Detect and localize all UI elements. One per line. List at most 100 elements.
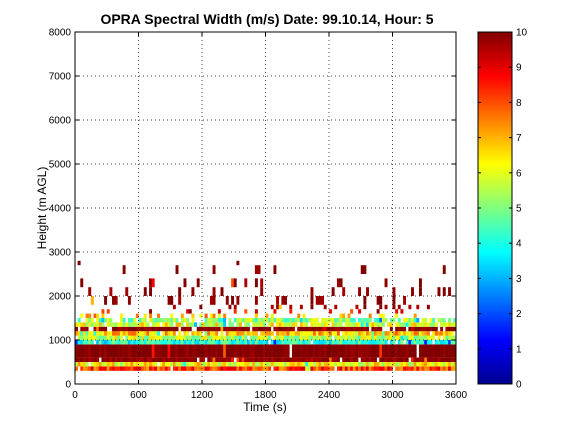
heatmap-cell [426, 366, 430, 371]
heatmap-cell [450, 366, 454, 371]
heatmap-cell [180, 357, 184, 362]
heatmap-cell [244, 322, 248, 327]
heatmap-cell [223, 318, 227, 323]
heatmap-cell [307, 340, 311, 345]
heatmap-cell [453, 344, 457, 358]
heatmap-cell [104, 318, 108, 323]
heatmap-cell [217, 362, 221, 367]
heatmap-cell [347, 366, 351, 371]
heatmap-cell [162, 366, 166, 371]
heatmap-cell [379, 326, 383, 332]
heatmap-cell [278, 357, 282, 362]
heatmap-cell [175, 362, 179, 367]
heatmap-cell [368, 357, 372, 362]
heatmap-cell [450, 322, 454, 327]
heatmap-cell [307, 362, 311, 367]
heatmap-cell [432, 344, 436, 358]
heatmap-cell [310, 357, 314, 362]
heatmap-cell [403, 344, 407, 358]
heatmap-cell [387, 357, 391, 362]
heatmap-cell [85, 335, 89, 340]
heatmap-cell [344, 344, 348, 358]
heatmap-cell [77, 357, 81, 362]
heatmap-cell [104, 340, 108, 345]
heatmap-cell [358, 335, 362, 340]
heatmap-cell [291, 318, 295, 323]
heatmap-cell [355, 322, 359, 327]
heatmap-cell [315, 318, 319, 323]
heatmap-cell [418, 287, 422, 296]
heatmap-cell [138, 362, 142, 367]
heatmap-cell [199, 340, 203, 345]
heatmap-cell [413, 340, 417, 345]
heatmap-cell [373, 366, 377, 371]
heatmap-cell [426, 304, 430, 310]
heatmap-cell [434, 366, 438, 371]
heatmap-cell [339, 318, 343, 323]
heatmap-cell [376, 326, 380, 332]
heatmap-cell [143, 366, 147, 371]
heatmap-cell [127, 318, 131, 323]
heatmap-cell [453, 322, 457, 327]
heatmap-cell [281, 362, 285, 367]
heatmap-cell [360, 322, 364, 327]
heatmap-cell [397, 326, 401, 332]
heatmap-cell [344, 335, 348, 340]
heatmap-cell [350, 326, 354, 332]
heatmap-cell [437, 366, 441, 371]
heatmap-cell [281, 335, 285, 340]
heatmap-cell [239, 362, 242, 367]
heatmap-cell [331, 362, 335, 367]
heatmap-cell [342, 357, 346, 362]
heatmap-cell [75, 366, 78, 371]
heatmap-cell [154, 326, 158, 332]
heatmap-cell [217, 366, 221, 371]
heatmap-cell [249, 344, 253, 358]
heatmap-cell [281, 366, 285, 371]
heatmap-cell [307, 357, 311, 362]
heatmap-cell [244, 331, 248, 336]
heatmap-cell [114, 335, 118, 340]
heatmap-cell [371, 340, 375, 345]
heatmap-cell [138, 318, 142, 323]
heatmap-cell [363, 344, 367, 358]
heatmap-cell [413, 357, 417, 362]
heatmap-cell [323, 344, 327, 358]
heatmap-cell [170, 322, 174, 327]
heatmap-cell [302, 335, 306, 340]
heatmap-cell [405, 362, 409, 367]
heatmap-cell [101, 335, 105, 340]
heatmap-cell [80, 322, 84, 327]
heatmap-cell [373, 335, 377, 340]
heatmap-cell [149, 340, 153, 345]
heatmap-cell [413, 366, 417, 371]
heatmap-cell [239, 344, 242, 358]
heatmap-cell [135, 326, 139, 332]
heatmap-cell [191, 362, 195, 367]
heatmap-cell [141, 362, 145, 367]
heatmap-cell [202, 357, 205, 362]
heatmap-cell [315, 344, 319, 358]
heatmap-cell [329, 362, 332, 367]
heatmap-cell [231, 326, 235, 332]
heatmap-cell [80, 344, 84, 358]
heatmap-cell [178, 362, 182, 367]
heatmap-cell [352, 357, 356, 362]
heatmap-cell [411, 331, 414, 336]
heatmap-cell [106, 335, 110, 340]
heatmap-cell [209, 331, 213, 336]
heatmap-cell [233, 340, 237, 345]
heatmap-cell [265, 340, 269, 345]
heatmap-cell [397, 340, 401, 345]
heatmap-cell [151, 340, 155, 345]
heatmap-cell [421, 326, 425, 332]
heatmap-cell [291, 331, 295, 336]
heatmap-cell [157, 322, 160, 327]
heatmap-cell [77, 362, 81, 367]
heatmap-cell [199, 362, 203, 367]
heatmap-cell [331, 340, 335, 345]
heatmap-cell [276, 335, 280, 340]
heatmap-cell [448, 357, 452, 362]
heatmap-cell [202, 344, 205, 358]
heatmap-cell [339, 366, 343, 371]
